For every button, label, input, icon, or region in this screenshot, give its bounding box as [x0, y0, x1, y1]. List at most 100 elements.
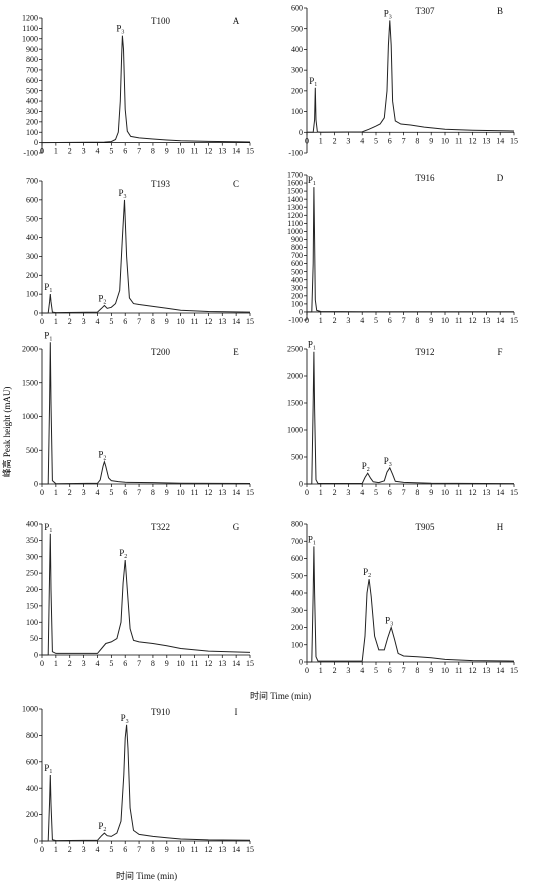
peak-label-p2: P2: [119, 548, 127, 560]
x-tick-label: 11: [455, 488, 463, 497]
peak-label-subscript: 2: [103, 456, 106, 462]
x-tick-label: 0: [305, 316, 309, 325]
y-tick-label: 1000: [287, 227, 303, 236]
x-tick-label: 11: [191, 845, 199, 854]
y-tick-label: 0: [299, 658, 303, 667]
x-tick-label: 3: [82, 845, 86, 854]
peak-label-p1: P1: [44, 330, 52, 342]
x-tick-label: 5: [109, 659, 113, 668]
x-tick-label: 14: [232, 317, 240, 326]
peak-label-p3: P3: [116, 24, 124, 36]
y-tick-label: 1000: [287, 426, 303, 435]
x-tick-label: 7: [137, 659, 141, 668]
peak-label-p3: P3: [121, 713, 129, 725]
panel-letter: F: [497, 347, 502, 357]
x-tick-label: 12: [204, 659, 212, 668]
y-tick-label: 1000: [22, 412, 38, 421]
y-tick-label: 200: [26, 117, 38, 126]
x-tick-label: 10: [177, 488, 185, 497]
x-tick-label: 12: [204, 845, 212, 854]
x-tick-label: 6: [123, 488, 127, 497]
y-tick-label: -100: [288, 149, 303, 158]
sample-name: T910: [151, 707, 170, 717]
x-tick-label: 13: [482, 316, 490, 325]
x-tick-label: 15: [510, 316, 518, 325]
x-tick-label: 6: [123, 845, 127, 854]
shared-x-axis-label-bottom: 时间 Time (min): [116, 871, 178, 881]
y-tick-label: 100: [26, 128, 38, 137]
x-tick-label: 5: [109, 147, 113, 156]
x-tick-label: 0: [40, 845, 44, 854]
x-tick-label: 2: [68, 317, 72, 326]
sample-name: T322: [151, 522, 170, 532]
x-tick-label: 13: [218, 317, 226, 326]
x-tick-label: 0: [305, 488, 309, 497]
x-tick-label: 12: [469, 136, 477, 145]
chart-panel-a: -100010020030040050060070080090010001100…: [22, 14, 254, 158]
y-tick-label: 200: [291, 291, 303, 300]
x-tick-label: 1: [54, 488, 58, 497]
x-tick-label: 5: [109, 845, 113, 854]
x-tick-label: 10: [177, 659, 185, 668]
x-tick-label: 13: [482, 136, 490, 145]
x-tick-label: 1: [54, 147, 58, 156]
peak-label-subscript: 1: [313, 540, 316, 546]
x-tick-label: 2: [333, 488, 337, 497]
x-tick-label: 2: [68, 488, 72, 497]
x-tick-label: 13: [218, 147, 226, 156]
x-tick-label: 14: [496, 488, 504, 497]
x-tick-label: 13: [482, 488, 490, 497]
y-tick-label: 1300: [287, 203, 303, 212]
y-tick-label: 1200: [287, 211, 303, 220]
sample-name: T193: [151, 179, 170, 189]
x-tick-label: 4: [360, 316, 364, 325]
y-tick-label: 350: [26, 536, 38, 545]
x-tick-label: 1: [54, 317, 58, 326]
x-tick-label: 14: [232, 659, 240, 668]
y-tick-label: 100: [291, 107, 303, 116]
x-tick-label: 14: [232, 845, 240, 854]
y-tick-label: 0: [299, 308, 303, 317]
x-tick-label: 9: [165, 488, 169, 497]
panel-letter: G: [233, 522, 240, 532]
y-tick-label: 900: [291, 235, 303, 244]
shared-x-axis-label-top: 时间 Time (min): [250, 691, 312, 701]
x-tick-label: 9: [429, 316, 433, 325]
x-tick-label: 15: [510, 488, 518, 497]
x-tick-label: 0: [40, 147, 44, 156]
y-tick-label: 100: [26, 618, 38, 627]
x-tick-label: 11: [191, 317, 199, 326]
y-tick-label: 1700: [287, 171, 303, 180]
y-tick-label: 0: [34, 480, 38, 489]
x-tick-label: 1: [54, 845, 58, 854]
peak-label-subscript: 2: [368, 573, 371, 579]
y-tick-label: 800: [26, 731, 38, 740]
y-tick-label: 500: [26, 86, 38, 95]
y-tick-label: -100: [23, 149, 38, 158]
x-tick-label: 4: [95, 488, 99, 497]
x-tick-label: 0: [305, 666, 309, 675]
x-tick-label: 1: [54, 659, 58, 668]
y-tick-label: 1100: [22, 24, 38, 33]
x-tick-label: 12: [469, 488, 477, 497]
peak-label-p2: P2: [98, 450, 106, 462]
x-tick-label: 3: [346, 316, 350, 325]
x-tick-label: 2: [333, 136, 337, 145]
x-tick-label: 1: [319, 136, 323, 145]
x-tick-label: 3: [82, 147, 86, 156]
y-tick-label: 600: [291, 554, 303, 563]
y-tick-label: 1100: [287, 219, 303, 228]
y-tick-label: 1000: [22, 705, 38, 714]
sample-name: T100: [151, 16, 170, 26]
x-tick-label: 4: [360, 666, 364, 675]
x-tick-label: 9: [165, 147, 169, 156]
x-tick-label: 15: [246, 317, 254, 326]
y-tick-label: 1600: [287, 179, 303, 188]
series-line: [307, 351, 515, 485]
x-tick-label: 10: [177, 845, 185, 854]
peak-label-p1: P1: [308, 534, 316, 546]
y-tick-label: 2000: [287, 372, 303, 381]
y-tick-label: 100: [291, 299, 303, 308]
